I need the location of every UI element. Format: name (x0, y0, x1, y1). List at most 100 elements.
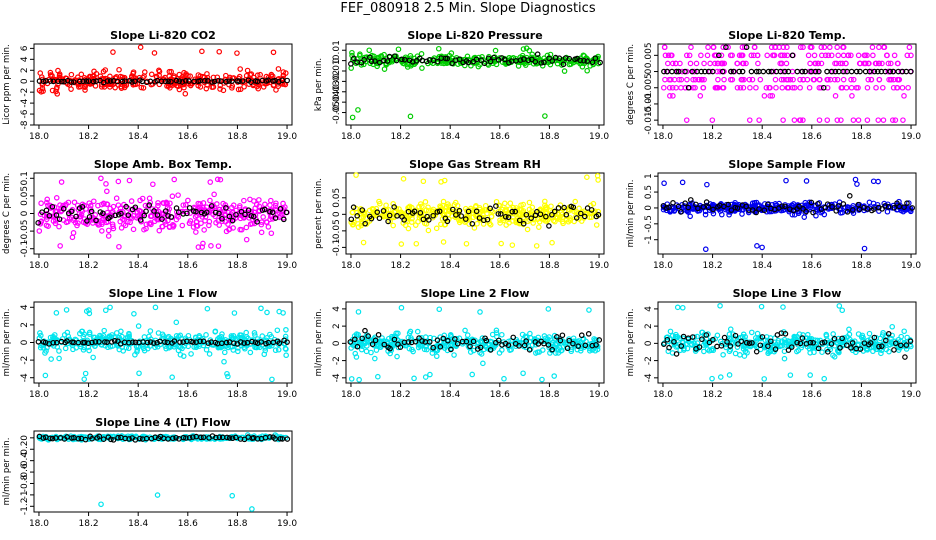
overlay-point (184, 210, 190, 217)
data-point (822, 52, 829, 59)
overlay-point (874, 68, 881, 75)
overlay-point (391, 204, 397, 210)
data-point (781, 355, 788, 362)
overlay-point (526, 347, 533, 353)
overlay-point (570, 340, 576, 347)
data-point (126, 177, 133, 184)
overlay-point (212, 209, 219, 216)
data-point (830, 331, 836, 337)
overlay-point (879, 206, 885, 212)
data-point (678, 84, 684, 91)
overlay-point (154, 212, 161, 218)
chart-panel-4: Slope Amb. Box Temp. degrees C per min. 18… (2, 158, 297, 271)
x-tick-label: 18.0 (29, 390, 49, 400)
overlay-points (661, 44, 914, 91)
overlay-point (144, 339, 151, 346)
overlay-point (107, 78, 114, 84)
data-point (442, 58, 449, 65)
data-point (391, 341, 398, 348)
overlay-point (808, 199, 815, 206)
overlay-points (35, 202, 290, 226)
overlay-point (115, 434, 121, 441)
overlay-point (661, 341, 667, 347)
overlay-point (231, 340, 237, 347)
data-point (355, 224, 362, 230)
overlay-point (743, 339, 750, 346)
data-point (576, 205, 582, 212)
chart-panel-8: Slope Line 2 Flow ml/min per min. 18.0 18.2… (314, 287, 609, 400)
overlay-point (716, 52, 722, 59)
data-point (219, 331, 225, 337)
data-point (377, 200, 383, 207)
overlay-point (484, 216, 491, 223)
data-point (406, 203, 413, 210)
data-point (816, 206, 822, 212)
data-point (276, 308, 282, 315)
overlay-point (724, 339, 730, 345)
overlay-point (68, 208, 75, 215)
data-point (47, 72, 54, 78)
y-tick-label: -2 (20, 356, 30, 365)
data-point (69, 234, 76, 241)
data-point (864, 52, 870, 59)
data-point (782, 339, 788, 346)
data-point (258, 221, 265, 228)
overlay-point (478, 57, 485, 63)
overlay-point (876, 343, 882, 350)
data-point (400, 176, 407, 182)
overlay-point (453, 212, 459, 218)
overlay-point (736, 68, 743, 75)
data-point (800, 117, 806, 123)
overlay-point (796, 203, 802, 210)
overlay-point (437, 344, 444, 350)
x-tick-label: 18.0 (29, 132, 49, 142)
y-tick-label: 0 (20, 78, 30, 84)
data-point (721, 60, 728, 67)
chart-title: Slope Line 4 (LT) Flow (95, 416, 230, 429)
data-point (193, 229, 199, 235)
x-tick-label: 18.2 (79, 261, 99, 271)
x-tick-label: 18.6 (490, 390, 510, 400)
y-tick-label: 4 (332, 306, 342, 312)
data-point (876, 76, 883, 83)
overlay-point (85, 340, 92, 347)
data-point (456, 219, 463, 226)
data-point (667, 328, 674, 335)
data-point (783, 60, 790, 67)
data-point (789, 84, 796, 91)
data-point (207, 197, 213, 204)
data-point (82, 370, 89, 377)
overlay-point (118, 210, 124, 217)
overlay-point (146, 202, 153, 208)
data-point (814, 337, 821, 344)
data-point (402, 342, 408, 349)
overlay-point (190, 434, 196, 440)
data-point (102, 307, 109, 314)
data-point (82, 87, 88, 93)
data-point (496, 350, 503, 356)
overlay-point (168, 214, 175, 220)
data-point (109, 208, 116, 215)
data-point (586, 307, 592, 313)
overlay-point (735, 341, 741, 347)
overlay-point (386, 212, 393, 219)
data-point (698, 76, 705, 83)
data-point (80, 333, 87, 340)
data-point (878, 350, 884, 357)
overlay-point (559, 332, 566, 339)
data-point (275, 346, 282, 353)
overlay-point (585, 331, 592, 337)
overlay-point (203, 209, 210, 216)
data-point (206, 218, 213, 225)
data-point (719, 211, 725, 218)
data-point (151, 50, 158, 56)
overlay-point (820, 84, 827, 91)
y-tick-label: 0.5 (644, 185, 654, 199)
data-point (905, 84, 911, 91)
overlay-point (483, 337, 490, 344)
overlay-point (125, 212, 132, 218)
overlay-point (467, 343, 473, 350)
data-point (739, 211, 745, 217)
data-point (879, 60, 885, 67)
overlay-point (384, 58, 391, 64)
